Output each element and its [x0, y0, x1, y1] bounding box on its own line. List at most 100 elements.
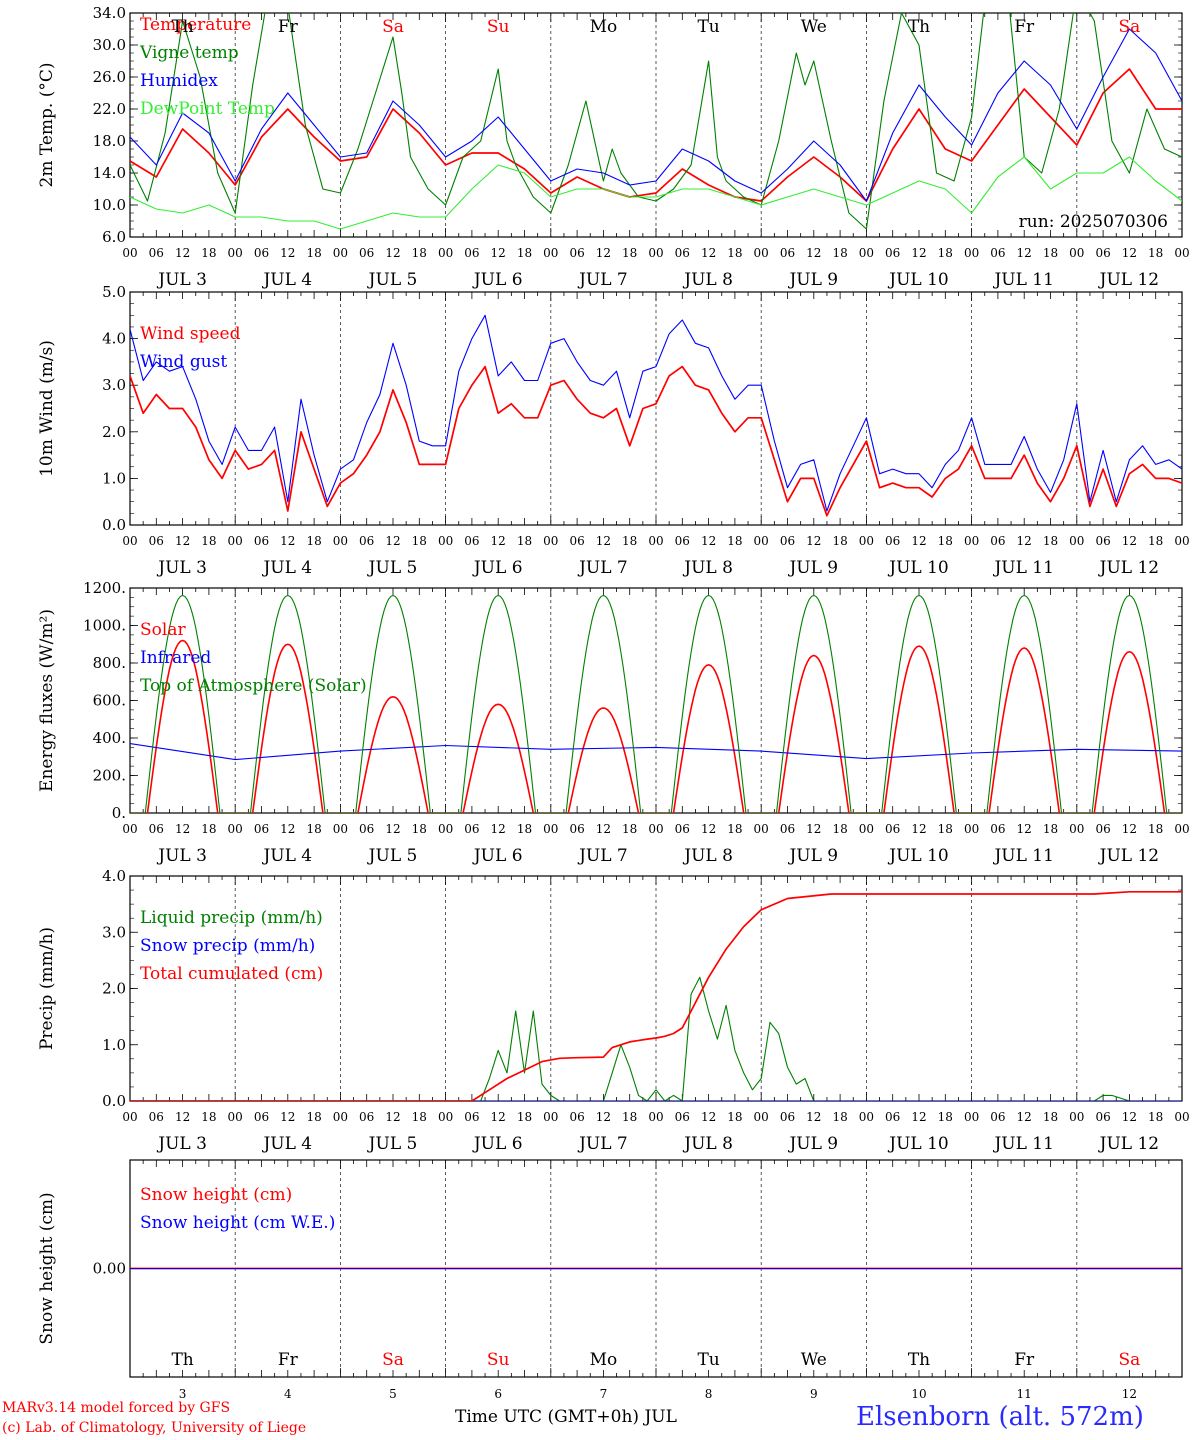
date-label: JUL 6: [472, 846, 523, 866]
hour-label: 12: [1017, 1110, 1032, 1124]
hour-label: 00: [859, 822, 874, 836]
weekday-label: Mo: [590, 1350, 618, 1370]
hour-label: 18: [306, 246, 321, 260]
hour-label: 06: [885, 1110, 900, 1124]
hour-label: 00: [228, 246, 243, 260]
hour-label: 12: [280, 1110, 295, 1124]
weekday-label: Mo: [590, 17, 618, 37]
weekday-label: Fr: [278, 17, 299, 37]
plot-frame: [129, 587, 1183, 814]
date-label: JUL 11: [992, 558, 1053, 578]
weekday-label: Tu: [697, 1350, 719, 1370]
weekday-label: Sa: [1119, 1350, 1141, 1370]
weekday-label: Fr: [1014, 17, 1035, 37]
hour-label: 00: [1069, 822, 1084, 836]
hour-label: 18: [1148, 534, 1163, 548]
date-label: JUL 8: [682, 846, 733, 866]
hour-label: 12: [806, 1110, 821, 1124]
hour-label: 06: [780, 1110, 795, 1124]
hour-label: 00: [122, 534, 137, 548]
hour-label: 12: [806, 822, 821, 836]
hour-label: 18: [517, 1110, 532, 1124]
hour-label: 06: [990, 246, 1005, 260]
hour-label: 00: [438, 534, 453, 548]
legend-series-total-cumulated-cm-: Total cumulated (cm): [140, 964, 323, 984]
hour-label: 12: [596, 246, 611, 260]
hour-label: 06: [464, 822, 479, 836]
hour-label: 12: [175, 822, 190, 836]
date-label: JUL 4: [261, 270, 312, 290]
date-label: JUL 3: [156, 1134, 207, 1154]
plot-frame: [129, 12, 1183, 238]
hour-label: 18: [306, 822, 321, 836]
date-label: JUL 3: [156, 270, 207, 290]
panel-1: 6.0 10.0 14.0 18.0 22.0 26.0 30.0 34.0 2m Temp. …: [37, 4, 1190, 290]
weekday-label: Th: [171, 17, 193, 37]
y-axis-label: Energy fluxes (W/m²): [37, 609, 57, 792]
hour-label: 12: [175, 246, 190, 260]
weekday-label: Fr: [1014, 1350, 1035, 1370]
hour-label: 18: [1148, 1110, 1163, 1124]
date-label: JUL 8: [682, 270, 733, 290]
hour-label: 06: [359, 822, 374, 836]
hour-label: 00: [1174, 534, 1189, 548]
date-label: JUL 10: [887, 270, 948, 290]
hour-label: 18: [1043, 822, 1058, 836]
panel-3: 0. 200. 400. 600. 800. 1000. 1200. Energy fluxe…: [37, 579, 1190, 866]
hour-label: 12: [596, 822, 611, 836]
y-tick-label: 22.0: [93, 100, 126, 118]
hour-label: 18: [306, 1110, 321, 1124]
hour-label: 00: [964, 534, 979, 548]
hour-label: 00: [754, 534, 769, 548]
hour-label: 00: [333, 246, 348, 260]
hour-label: 00: [1174, 1110, 1189, 1124]
date-label: JUL 3: [156, 558, 207, 578]
hour-label: 06: [254, 246, 269, 260]
date-label: JUL 12: [1098, 558, 1159, 578]
hour-label: 12: [911, 1110, 926, 1124]
hour-label: 06: [885, 534, 900, 548]
hour-label: 00: [1174, 822, 1189, 836]
hour-label: 00: [228, 534, 243, 548]
hour-label: 18: [517, 246, 532, 260]
hour-label: 06: [359, 1110, 374, 1124]
hour-label: 00: [333, 534, 348, 548]
hour-label: 12: [280, 822, 295, 836]
hour-label: 18: [727, 822, 742, 836]
hour-label: 18: [1043, 1110, 1058, 1124]
hour-label: 12: [385, 534, 400, 548]
panel-2: 0.0 1.0 2.0 3.0 4.0 5.0 10m Wind (m/s) Wind spe…: [37, 283, 1190, 578]
hour-label: 12: [701, 246, 716, 260]
run-label: run: 2025070306: [1019, 212, 1168, 232]
legend-series-snow-precip-mm-h-: Snow precip (mm/h): [140, 936, 315, 956]
y-tick-label: 26.0: [93, 68, 126, 86]
hour-label: 06: [780, 822, 795, 836]
hour-label: 06: [569, 246, 584, 260]
legend-series-humidex: Humidex: [140, 71, 218, 91]
y-tick-label: 0.0: [102, 1092, 126, 1110]
date-label: JUL 12: [1098, 846, 1159, 866]
series-group: [130, 13, 1182, 230]
y-tick-label: 10.0: [93, 196, 126, 214]
day-number-label: 4: [284, 1387, 292, 1401]
hour-label: 18: [517, 822, 532, 836]
y-tick-label: 3.0: [102, 923, 126, 941]
weekday-label: Sa: [382, 17, 404, 37]
hour-label: 06: [149, 534, 164, 548]
hour-label: 12: [596, 1110, 611, 1124]
date-label: JUL 7: [577, 558, 628, 578]
y-tick-label: 4.0: [102, 867, 126, 885]
hour-label: 12: [701, 822, 716, 836]
date-label: JUL 10: [887, 846, 948, 866]
y-tick-label: 1.0: [102, 1036, 126, 1054]
hour-label: 12: [1017, 534, 1032, 548]
weekday-label: Th: [908, 17, 930, 37]
series-group: [130, 890, 1182, 1101]
y-tick-label: 14.0: [93, 164, 126, 182]
hour-label: 00: [333, 1110, 348, 1124]
y-tick-label: 2.0: [102, 980, 126, 998]
y-tick-label: 0.: [112, 804, 126, 822]
hour-label: 12: [491, 534, 506, 548]
y-tick-label: 1000.: [83, 617, 126, 635]
series-liquid-precip-mm-h--line: [130, 976, 1182, 1101]
